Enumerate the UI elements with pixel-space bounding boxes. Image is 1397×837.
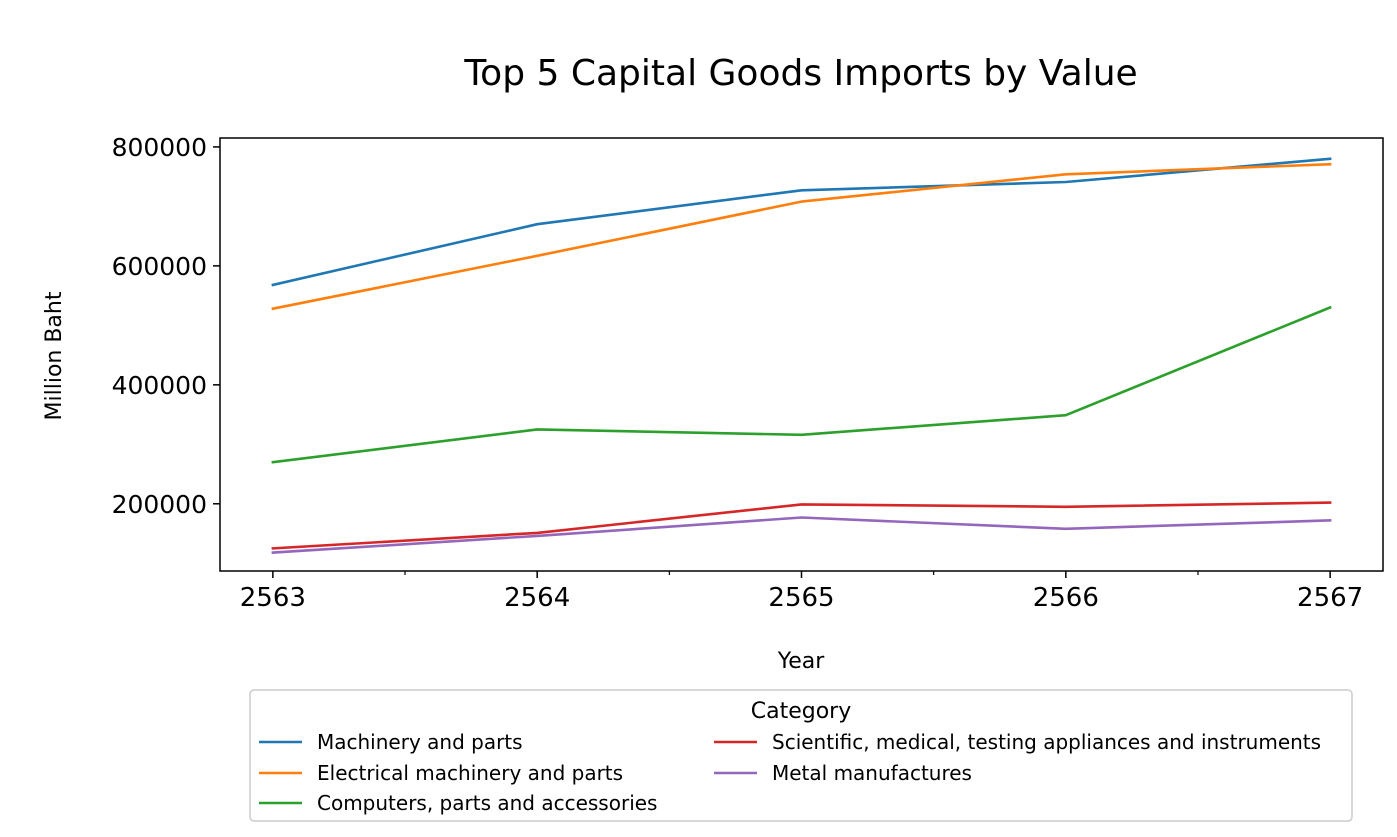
x-axis: 2563 2564 2565 2566 2567	[240, 571, 1363, 613]
legend-label: Computers, parts and accessories	[317, 791, 657, 815]
x-tick-label: 2565	[768, 583, 834, 613]
legend-label: Metal manufactures	[772, 761, 972, 785]
plot-frame	[219, 137, 1384, 572]
y-tick-label: 400000	[112, 371, 207, 400]
y-axis-label: Million Baht	[42, 291, 67, 420]
x-axis-label: Year	[777, 649, 826, 674]
legend-title: Category	[751, 699, 852, 724]
legend-frame	[249, 689, 1353, 822]
legend-entries: Machinery and parts Electrical machinery …	[259, 730, 1321, 815]
y-axis: 200000 400000 600000 800000	[112, 133, 220, 519]
plot-area	[219, 137, 1384, 572]
series-line-4	[271, 501, 1332, 550]
series-line-1	[271, 157, 1332, 287]
x-tick-label: 2564	[504, 583, 570, 613]
legend-label: Electrical machinery and parts	[317, 761, 623, 785]
series-line-5	[271, 516, 1332, 554]
y-tick-label: 800000	[112, 133, 207, 162]
x-tick-label: 2566	[1033, 583, 1099, 613]
legend-label: Scientific, medical, testing appliances …	[772, 730, 1321, 754]
series-line-3	[271, 305, 1332, 464]
legend-label: Machinery and parts	[317, 730, 523, 754]
x-tick-label: 2563	[240, 583, 306, 613]
x-tick-label: 2567	[1297, 583, 1363, 613]
legend: Category Machinery and parts Electrical m…	[249, 689, 1353, 822]
chart-title: Top 5 Capital Goods Imports by Value	[463, 53, 1137, 94]
series-line-2	[271, 162, 1332, 311]
series-lines	[271, 157, 1332, 554]
y-tick-label: 600000	[112, 252, 207, 281]
y-tick-label: 200000	[112, 490, 207, 519]
